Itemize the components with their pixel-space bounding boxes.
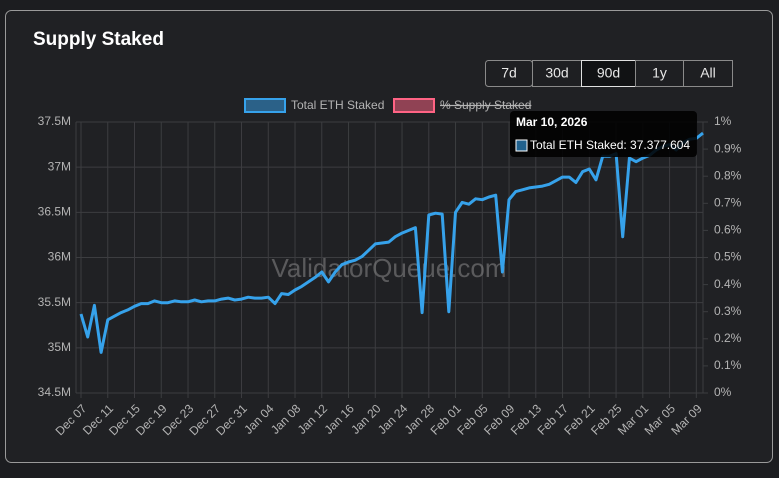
range-button-label[interactable]: 7d: [501, 65, 517, 81]
tooltip-box: [510, 111, 697, 157]
range-button-label[interactable]: 1y: [652, 65, 667, 81]
y2-tick-label: 1%: [714, 114, 732, 128]
legend-swatch[interactable]: [393, 98, 435, 113]
y2-tick-label: 0.6%: [714, 223, 742, 237]
y2-tick-label: 0.9%: [714, 141, 742, 155]
range-button-label[interactable]: 90d: [597, 65, 620, 81]
y-tick-label: 36M: [48, 250, 71, 264]
tooltip-swatch: [515, 139, 528, 152]
y2-tick-label: 0.5%: [714, 250, 742, 264]
y2-tick-label: 0.8%: [714, 168, 742, 182]
range-button-label[interactable]: All: [700, 65, 716, 81]
legend-label[interactable]: Total ETH Staked: [291, 98, 384, 112]
range-buttons: 7d 30d 90d 1y All: [485, 60, 733, 87]
line-series: [79, 131, 704, 354]
y-tick-label: 37.5M: [38, 114, 71, 128]
legend-label[interactable]: % Supply Staked: [440, 98, 531, 112]
tooltip-label: Total ETH Staked: 37.377.604: [530, 138, 690, 152]
y-tick-label: 34.5M: [38, 385, 71, 399]
y2-tick-label: 0.3%: [714, 304, 742, 318]
y-tick-label: 36.5M: [38, 205, 71, 219]
range-button-label[interactable]: 30d: [545, 65, 568, 81]
y2-tick-label: 0.1%: [714, 358, 742, 372]
tooltip-title: Mar 10, 2026: [516, 115, 588, 129]
y2-tick-label: 0%: [714, 385, 732, 399]
watermark: ValidatorQueue.com: [271, 253, 506, 283]
y-tick-label: 35M: [48, 340, 71, 354]
y2-tick-label: 0.7%: [714, 195, 742, 209]
y-tick-label: 35.5M: [38, 295, 71, 309]
legend-swatch[interactable]: [244, 98, 286, 113]
y-tick-label: 37M: [48, 159, 71, 173]
y2-tick-label: 0.4%: [714, 277, 742, 291]
y2-tick-label: 0.2%: [714, 331, 742, 345]
range-button[interactable]: [683, 60, 733, 87]
panel-title: Supply Staked: [33, 29, 164, 50]
range-button[interactable]: [532, 60, 582, 87]
